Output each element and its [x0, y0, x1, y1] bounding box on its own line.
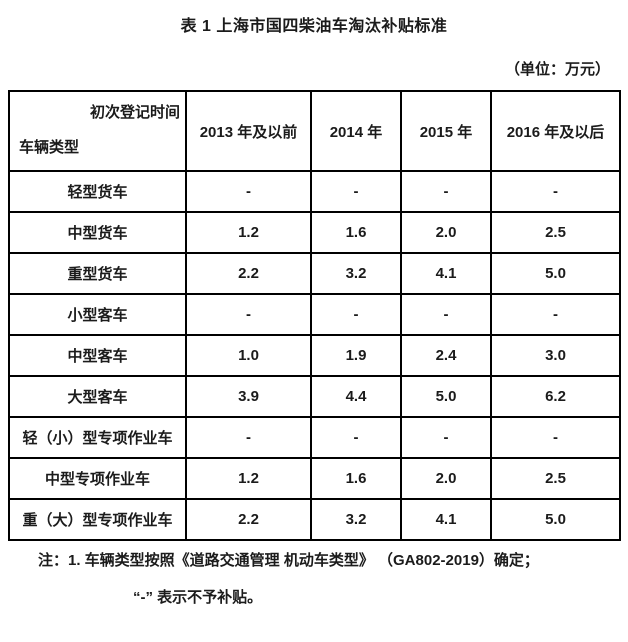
- table-row: 小型客车 - - - -: [8, 293, 621, 336]
- vehicle-type-cell: 轻（小）型专项作业车: [8, 416, 187, 459]
- subsidy-value-cell: 2.0: [400, 457, 492, 500]
- subsidy-value-cell: -: [185, 293, 312, 336]
- column-header-2016: 2016 年及以后: [490, 90, 621, 172]
- subsidy-value-cell: 1.6: [310, 457, 402, 500]
- subsidy-value-cell: 4.1: [400, 252, 492, 295]
- table-header-row: 初次登记时间 车辆类型 2013 年及以前 2014 年 2015 年 2016…: [8, 90, 621, 172]
- subsidy-value-cell: -: [310, 416, 402, 459]
- vehicle-type-cell: 中型客车: [8, 334, 187, 377]
- subsidy-value-cell: -: [400, 293, 492, 336]
- column-header-2015: 2015 年: [400, 90, 492, 172]
- subsidy-value-cell: 5.0: [490, 498, 621, 541]
- subsidy-value-cell: 1.6: [310, 211, 402, 254]
- footnotes: 注：1. 车辆类型按照《道路交通管理 机动车类型》 （GA802-2019）确定…: [0, 553, 628, 605]
- table-title: 表 1 上海市国四柴油车淘汰补贴标准: [180, 18, 448, 35]
- subsidy-value-cell: 2.4: [400, 334, 492, 377]
- subsidy-value-cell: 2.2: [185, 498, 312, 541]
- table-row: 轻（小）型专项作业车 - - - -: [8, 416, 621, 459]
- subsidy-value-cell: -: [185, 416, 312, 459]
- subsidy-value-cell: 5.0: [400, 375, 492, 418]
- table-row: 轻型货车 - - - -: [8, 170, 621, 213]
- vehicle-type-cell: 轻型货车: [8, 170, 187, 213]
- corner-label-registration-time: 初次登记时间: [89, 104, 180, 121]
- subsidy-value-cell: 3.9: [185, 375, 312, 418]
- subsidy-value-cell: -: [400, 416, 492, 459]
- subsidy-value-cell: 1.0: [185, 334, 312, 377]
- subsidy-value-cell: 1.2: [185, 457, 312, 500]
- vehicle-type-cell: 中型专项作业车: [8, 457, 187, 500]
- subsidy-value-cell: 6.2: [490, 375, 621, 418]
- subsidy-value-cell: -: [400, 170, 492, 213]
- subsidy-value-cell: 1.2: [185, 211, 312, 254]
- subsidy-value-cell: 4.4: [310, 375, 402, 418]
- subsidy-value-cell: -: [185, 170, 312, 213]
- subsidy-value-cell: -: [310, 293, 402, 336]
- table-row: 重型货车 2.2 3.2 4.1 5.0: [8, 252, 621, 295]
- unit-label: （单位：万元）: [504, 61, 610, 78]
- vehicle-type-cell: 重（大）型专项作业车: [8, 498, 187, 541]
- table-row: 大型客车 3.9 4.4 5.0 6.2: [8, 375, 621, 418]
- subsidy-value-cell: 3.2: [310, 498, 402, 541]
- vehicle-type-cell: 重型货车: [8, 252, 187, 295]
- subsidy-value-cell: 1.9: [310, 334, 402, 377]
- subsidy-value-cell: -: [490, 170, 621, 213]
- footnote-line-1: 注：1. 车辆类型按照《道路交通管理 机动车类型》 （GA802-2019）确定…: [38, 552, 539, 569]
- table-row: 中型客车 1.0 1.9 2.4 3.0: [8, 334, 621, 377]
- subsidy-value-cell: 2.5: [490, 457, 621, 500]
- corner-label-vehicle-type: 车辆类型: [19, 139, 80, 156]
- column-header-2013: 2013 年及以前: [185, 90, 312, 172]
- vehicle-type-cell: 大型客车: [8, 375, 187, 418]
- subsidy-value-cell: -: [490, 416, 621, 459]
- subsidy-value-cell: 2.0: [400, 211, 492, 254]
- subsidy-value-cell: 5.0: [490, 252, 621, 295]
- table-row: 中型专项作业车 1.2 1.6 2.0 2.5: [8, 457, 621, 500]
- subsidy-value-cell: 3.2: [310, 252, 402, 295]
- subsidy-value-cell: 2.5: [490, 211, 621, 254]
- subsidy-value-cell: 2.2: [185, 252, 312, 295]
- subsidy-value-cell: 3.0: [490, 334, 621, 377]
- footnote-line-2: “-” 表示不予补贴。: [133, 589, 263, 606]
- subsidy-value-cell: 4.1: [400, 498, 492, 541]
- vehicle-type-cell: 小型客车: [8, 293, 187, 336]
- column-header-2014: 2014 年: [310, 90, 402, 172]
- corner-header-cell: 初次登记时间 车辆类型: [8, 90, 187, 172]
- vehicle-type-cell: 中型货车: [8, 211, 187, 254]
- table-row: 重（大）型专项作业车 2.2 3.2 4.1 5.0: [8, 498, 621, 541]
- subsidy-value-cell: -: [310, 170, 402, 213]
- table-body: 轻型货车 - - - - 中型货车 1.2 1.6 2.0 2.5 重型货车 2.2 3.2 4.1 5.0…: [8, 170, 621, 541]
- subsidy-table: 初次登记时间 车辆类型 2013 年及以前 2014 年 2015 年 2016…: [8, 90, 621, 541]
- subsidy-value-cell: -: [490, 293, 621, 336]
- table-row: 中型货车 1.2 1.6 2.0 2.5: [8, 211, 621, 254]
